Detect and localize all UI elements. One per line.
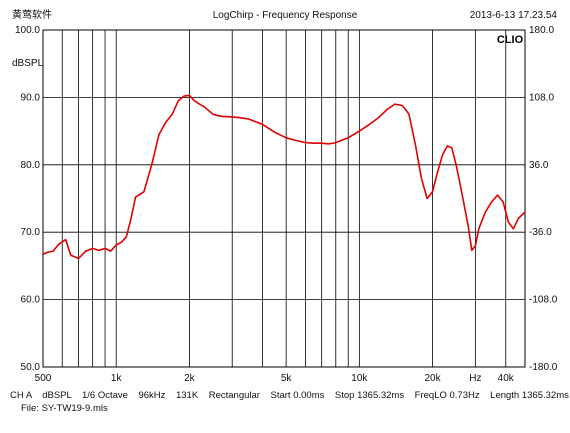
x-tick-label: Hz <box>469 373 481 384</box>
footer-line1: CH A dBSPL 1/6 Octave 96kHz 131K Rectang… <box>10 390 569 401</box>
x-tick-label: 5k <box>281 373 293 384</box>
series-line <box>42 94 526 260</box>
y2-tick-label: -36.0 <box>529 227 552 238</box>
clio-logo: CLIO <box>497 34 524 46</box>
y2-tick-label: -180.0 <box>529 362 558 373</box>
y-tick-label: 90.0 <box>21 92 41 103</box>
axis-labels: 100.0 90.0 80.0 70.0 60.0 50.0 180.0 108.0 36.0 -… <box>15 25 558 384</box>
y-tick-label: 60.0 <box>21 295 41 306</box>
x-tick-label: 500 <box>35 373 52 384</box>
company-name: 黄莺软件 <box>12 8 52 21</box>
y2-tick-label: 180.0 <box>529 25 554 36</box>
y-tick-label: 70.0 <box>21 227 41 238</box>
x-tick-label: 10k <box>351 373 368 384</box>
timestamp: 2013-6-13 17.23.54 <box>470 10 558 21</box>
x-tick-label: 20k <box>424 373 441 384</box>
y2-tick-label: -108.0 <box>529 295 558 306</box>
y-tick-label: 80.0 <box>21 160 41 171</box>
y2-tick-label: 36.0 <box>529 160 549 171</box>
y2-tick-label: 108.0 <box>529 92 554 103</box>
footer-line2: File: SY-TW19-9.mls <box>21 403 108 414</box>
y-tick-label: 50.0 <box>21 362 41 373</box>
grid <box>43 30 525 367</box>
y-tick-label: 100.0 <box>15 25 40 36</box>
x-tick-label: 1k <box>111 373 123 384</box>
chart-title: LogChirp - Frequency Response <box>213 10 358 21</box>
x-tick-label: 2k <box>184 373 196 384</box>
y-axis-label: dBSPL <box>12 58 44 69</box>
trace-group <box>42 94 526 260</box>
x-tick-label: 40k <box>498 373 515 384</box>
plot-frame <box>42 29 526 368</box>
